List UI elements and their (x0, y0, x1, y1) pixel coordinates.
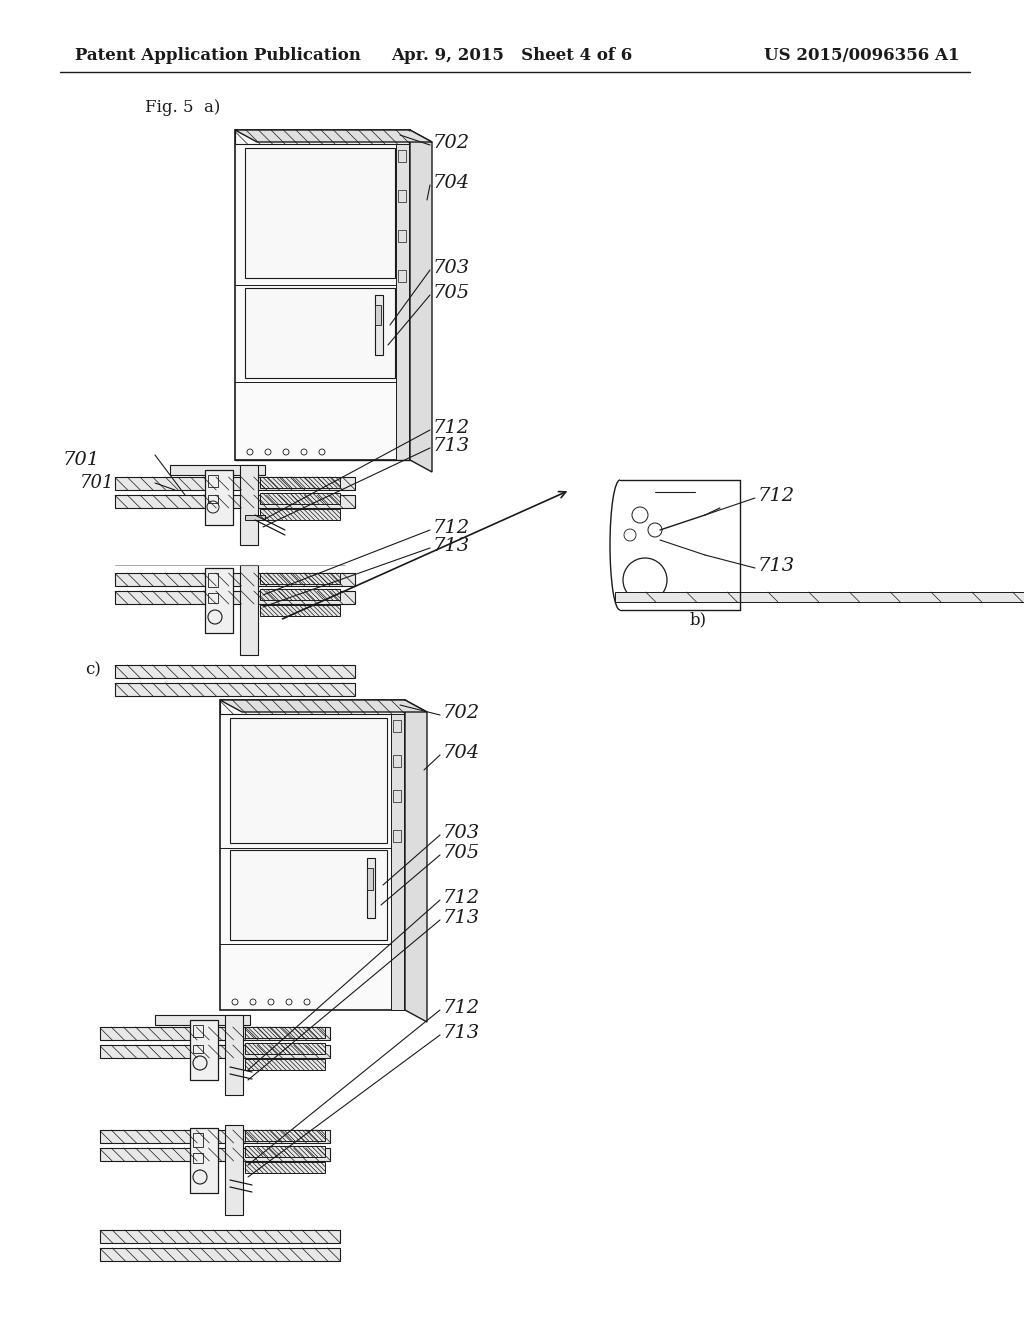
Bar (396, 144, 409, 459)
Bar (100, 1130, 330, 1143)
Polygon shape (234, 129, 432, 143)
Bar (393, 719, 401, 733)
Bar (367, 869, 373, 890)
Bar (208, 593, 218, 603)
Bar (190, 1129, 218, 1193)
Bar (205, 568, 233, 634)
Bar (398, 150, 406, 162)
Bar (115, 495, 355, 508)
Text: Apr. 9, 2015   Sheet 4 of 6: Apr. 9, 2015 Sheet 4 of 6 (391, 46, 633, 63)
Bar (245, 1043, 325, 1053)
Polygon shape (410, 129, 432, 473)
Bar (115, 665, 355, 678)
Bar (245, 1059, 325, 1071)
Text: 712: 712 (433, 519, 470, 537)
Bar (398, 190, 406, 202)
Bar (615, 591, 1024, 602)
Bar (100, 1230, 340, 1243)
Text: 702: 702 (443, 704, 480, 722)
Bar (193, 1026, 203, 1038)
Polygon shape (220, 700, 427, 711)
Text: 713: 713 (758, 557, 795, 576)
Bar (240, 465, 258, 545)
Text: 713: 713 (443, 909, 480, 927)
Bar (115, 477, 355, 490)
Text: 712: 712 (443, 888, 480, 907)
Bar (193, 1133, 203, 1147)
Bar (245, 1146, 325, 1158)
Bar (155, 1015, 250, 1026)
Bar (245, 515, 265, 520)
Text: US 2015/0096356 A1: US 2015/0096356 A1 (765, 46, 961, 63)
Bar (115, 682, 355, 696)
Bar (245, 1130, 325, 1140)
Bar (375, 294, 383, 355)
Bar (208, 495, 218, 503)
Bar (190, 1020, 218, 1080)
Text: c): c) (85, 661, 101, 678)
Bar (170, 465, 265, 475)
Bar (100, 1045, 330, 1059)
Bar (115, 591, 355, 605)
Text: 704: 704 (433, 174, 470, 191)
Text: 703: 703 (443, 824, 480, 842)
Text: 704: 704 (443, 744, 480, 762)
Bar (208, 573, 218, 587)
Bar (245, 1162, 325, 1173)
Bar (225, 1125, 243, 1214)
Bar (234, 129, 410, 459)
Text: 713: 713 (443, 1024, 480, 1041)
Text: 703: 703 (433, 259, 470, 277)
Text: b): b) (690, 611, 708, 628)
Text: 701: 701 (62, 451, 100, 469)
Text: 705: 705 (433, 284, 470, 302)
Bar (193, 1152, 203, 1163)
Bar (100, 1027, 330, 1040)
Bar (205, 470, 233, 525)
Bar (260, 573, 340, 583)
Bar (375, 305, 381, 325)
Text: 712: 712 (443, 999, 480, 1016)
Bar (260, 605, 340, 616)
Text: Patent Application Publication: Patent Application Publication (75, 46, 360, 63)
Text: 701: 701 (80, 474, 115, 492)
Bar (100, 1148, 330, 1162)
Text: 712: 712 (433, 418, 470, 437)
Bar (367, 858, 375, 917)
Bar (193, 1045, 203, 1053)
Text: 713: 713 (433, 537, 470, 554)
Bar (393, 755, 401, 767)
Bar (225, 1015, 243, 1096)
Bar (393, 830, 401, 842)
Text: Fig. 5  a): Fig. 5 a) (145, 99, 220, 116)
Bar (115, 573, 355, 586)
Polygon shape (406, 700, 427, 1022)
Bar (220, 700, 406, 1010)
Bar (208, 475, 218, 487)
Bar (260, 477, 340, 488)
Bar (398, 271, 406, 282)
Bar (220, 700, 406, 714)
Text: 713: 713 (433, 437, 470, 455)
Bar (100, 1247, 340, 1261)
Bar (240, 565, 258, 655)
Bar (393, 789, 401, 803)
Bar (260, 492, 340, 504)
Text: 705: 705 (443, 843, 480, 862)
Bar (245, 1027, 325, 1038)
Bar (245, 148, 395, 279)
Bar (230, 850, 387, 940)
Text: 712: 712 (758, 487, 795, 506)
Bar (260, 589, 340, 601)
Text: 702: 702 (433, 135, 470, 152)
Bar (260, 510, 340, 520)
Bar (398, 230, 406, 242)
Bar (230, 718, 387, 843)
Bar (245, 288, 395, 378)
Bar (391, 714, 404, 1010)
Bar (234, 129, 410, 144)
